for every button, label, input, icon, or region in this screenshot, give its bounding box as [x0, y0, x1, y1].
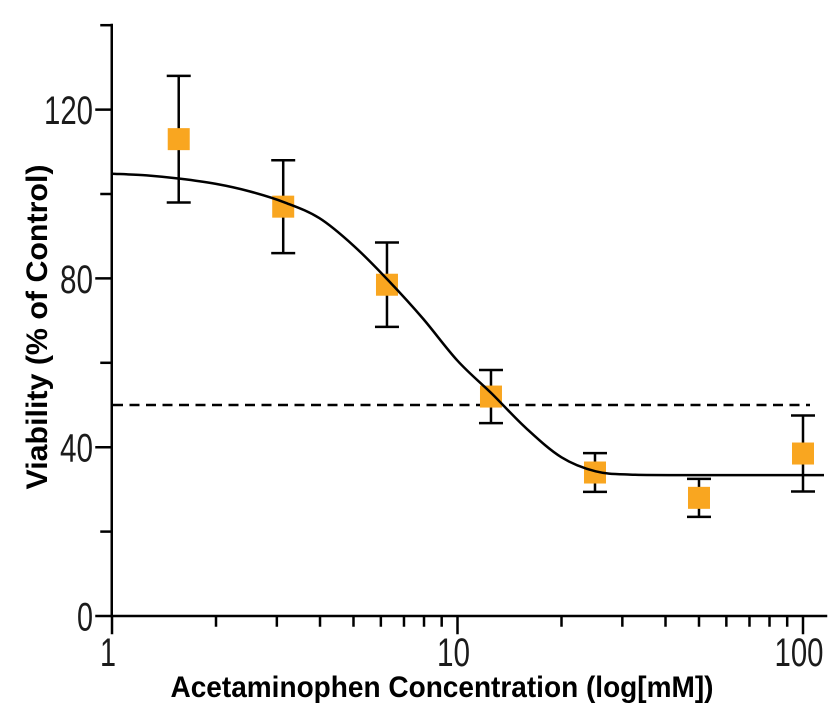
y-tick-label-0: 0: [77, 596, 93, 640]
y-axis-title: Viability (% of Control): [21, 165, 54, 490]
error-bars-layer: [166, 74, 815, 519]
tick-marks-layer: [95, 23, 805, 635]
fit-curve-layer: [111, 172, 824, 477]
x-axis-title: Acetaminophen Concentration (log[mM]): [171, 671, 714, 704]
y-tick-label-120: 120: [44, 89, 93, 133]
x-tick-label-10: 10: [437, 631, 470, 675]
data-point-square: [167, 128, 190, 151]
data-point-square: [687, 486, 710, 509]
x-tick-label-100: 100: [775, 631, 824, 675]
axes-layer: [110, 23, 828, 618]
y-tick-label-40: 40: [60, 427, 93, 471]
data-point-square: [583, 461, 606, 484]
y-tick-label-80: 80: [60, 258, 93, 302]
fit-curve-path: [111, 172, 824, 477]
data-point-square: [792, 442, 814, 465]
x-tick-label-1: 1: [100, 631, 116, 675]
data-point-square: [479, 385, 502, 408]
data-points-layer: [167, 128, 814, 509]
data-point-square: [375, 273, 398, 296]
